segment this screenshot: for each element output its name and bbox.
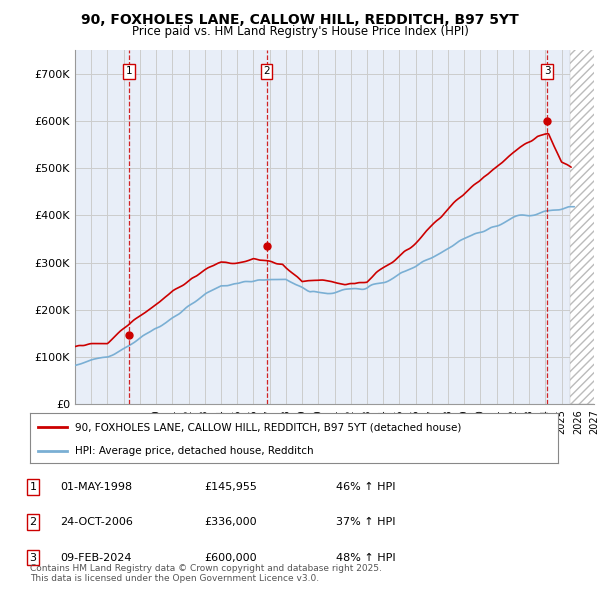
Text: 48% ↑ HPI: 48% ↑ HPI bbox=[336, 553, 395, 562]
Text: 46% ↑ HPI: 46% ↑ HPI bbox=[336, 482, 395, 491]
Text: Contains HM Land Registry data © Crown copyright and database right 2025.
This d: Contains HM Land Registry data © Crown c… bbox=[30, 563, 382, 583]
Text: 90, FOXHOLES LANE, CALLOW HILL, REDDITCH, B97 5YT (detached house): 90, FOXHOLES LANE, CALLOW HILL, REDDITCH… bbox=[75, 422, 461, 432]
Text: 3: 3 bbox=[29, 553, 37, 562]
Text: HPI: Average price, detached house, Redditch: HPI: Average price, detached house, Redd… bbox=[75, 445, 314, 455]
Text: £336,000: £336,000 bbox=[204, 517, 257, 527]
Text: 37% ↑ HPI: 37% ↑ HPI bbox=[336, 517, 395, 527]
Text: £145,955: £145,955 bbox=[204, 482, 257, 491]
Text: £600,000: £600,000 bbox=[204, 553, 257, 562]
Text: 90, FOXHOLES LANE, CALLOW HILL, REDDITCH, B97 5YT: 90, FOXHOLES LANE, CALLOW HILL, REDDITCH… bbox=[81, 13, 519, 27]
Text: 1: 1 bbox=[125, 67, 133, 76]
Text: 09-FEB-2024: 09-FEB-2024 bbox=[60, 553, 131, 562]
Text: 2: 2 bbox=[263, 67, 270, 76]
Text: 3: 3 bbox=[544, 67, 550, 76]
Text: 24-OCT-2006: 24-OCT-2006 bbox=[60, 517, 133, 527]
Text: 01-MAY-1998: 01-MAY-1998 bbox=[60, 482, 132, 491]
Text: 2: 2 bbox=[29, 517, 37, 527]
Text: 1: 1 bbox=[29, 482, 37, 491]
Text: Price paid vs. HM Land Registry's House Price Index (HPI): Price paid vs. HM Land Registry's House … bbox=[131, 25, 469, 38]
